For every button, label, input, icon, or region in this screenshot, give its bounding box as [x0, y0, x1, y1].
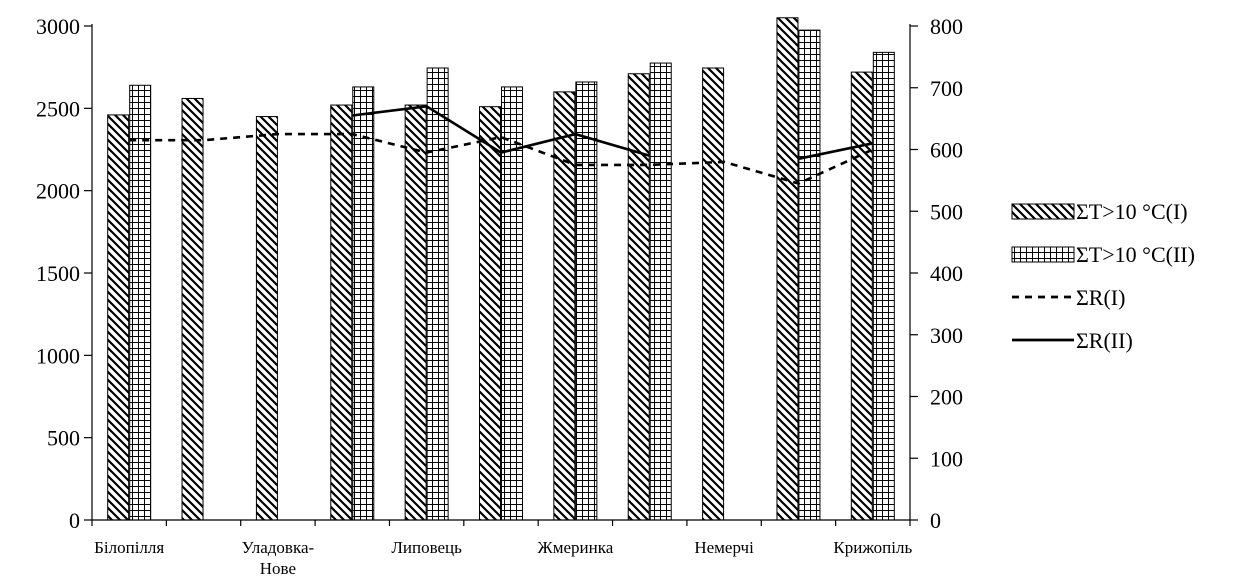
bar-sumT-I-7 [627, 73, 650, 521]
bar-sumT-II-7 [649, 62, 672, 521]
bar-sumT-II-10 [872, 51, 895, 521]
bar-sumT-II-0 [129, 84, 152, 521]
bar-sumT-I-2 [255, 116, 278, 521]
line-sumR-II [352, 104, 874, 161]
line-sumR-I [129, 132, 874, 185]
y-right-tick-label: 0 [930, 508, 941, 533]
bar-sumT-I-9 [776, 17, 799, 521]
bar-sumT-I-5 [479, 106, 501, 521]
y-left-tick-label: 500 [47, 426, 80, 451]
legend-label-3: ΣR(II) [1076, 328, 1133, 353]
legend: ΣT>10 °C(I) ΣT>10 °C(II) ΣR(I) ΣR(II) [1011, 199, 1195, 353]
y-right-tick-label: 500 [930, 199, 963, 224]
bar-sumT-I-3 [330, 104, 353, 521]
bar-sumT-I-10 [850, 71, 873, 521]
bar-sumT-I-1 [181, 97, 204, 521]
x-tick-label: Немерчі [694, 538, 754, 557]
y-right-tick-label: 800 [930, 14, 963, 39]
y-left-tick-label: 1000 [36, 343, 80, 368]
x-tick-label: Уладовка-Нове [242, 538, 315, 578]
y-right-tick-label: 400 [930, 261, 963, 286]
y-left-tick-label: 0 [69, 508, 80, 533]
y-left-tick-label: 2000 [36, 179, 80, 204]
y-right-tick-label: 100 [930, 446, 963, 471]
legend-swatch-1 [1011, 246, 1075, 263]
y-right-tick-label: 200 [930, 385, 963, 410]
bar-sumT-II-9 [798, 29, 821, 521]
y-left-tick-label: 1500 [36, 261, 80, 286]
bar-sumT-II-4 [426, 67, 449, 521]
y-left-tick-label: 3000 [36, 14, 80, 39]
legend-label-0: ΣT>10 °C(I) [1076, 199, 1188, 224]
x-tick-label: Липовець [391, 538, 462, 557]
bar-sumT-I-6 [553, 91, 576, 521]
x-tick-label: Білопілля [94, 538, 164, 557]
legend-swatch-0 [1011, 203, 1075, 220]
legend-label-1: ΣT>10 °C(II) [1076, 242, 1195, 267]
bar-sumT-I-4 [404, 104, 427, 521]
x-tick-label: Крижопіль [833, 538, 912, 557]
legend-label-2: ΣR(I) [1076, 285, 1125, 310]
x-tick-label: Жмеринка [537, 538, 613, 557]
y-right-tick-label: 700 [930, 76, 963, 101]
y-right-tick-label: 300 [930, 323, 963, 348]
bar-sumT-II-6 [575, 81, 598, 521]
bar-sumT-I-8 [702, 67, 725, 521]
plot-area [107, 17, 895, 521]
bar-sumT-I-0 [107, 114, 130, 521]
bar-sumT-II-3 [352, 86, 375, 521]
y-right-tick-label: 600 [930, 138, 963, 163]
y-left-tick-label: 2500 [36, 96, 80, 121]
axes: 0 500 1000 1500 2000 2500 3000 0 100 200 300 400 500… [36, 14, 963, 578]
